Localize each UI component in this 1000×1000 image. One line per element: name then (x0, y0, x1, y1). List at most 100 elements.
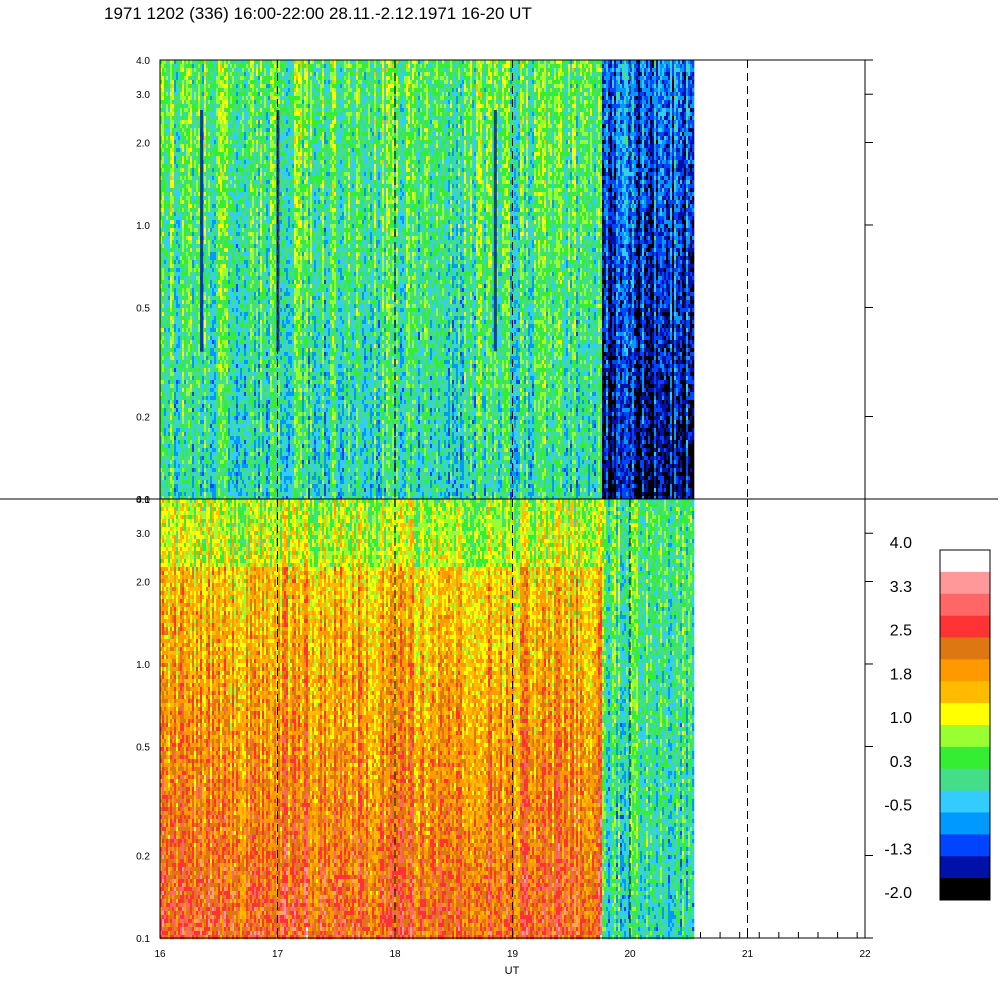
heatmap-cell (168, 316, 170, 320)
heatmap-cell (190, 468, 192, 472)
heatmap-cell (164, 244, 166, 248)
heatmap-cell (166, 176, 168, 180)
heatmap-cell (168, 72, 170, 76)
heatmap-cell (172, 300, 174, 304)
heatmap-cell (194, 428, 196, 432)
heatmap-cell (198, 196, 200, 200)
heatmap-cell (194, 444, 196, 448)
heatmap-cell (196, 300, 198, 304)
heatmap-cell (172, 260, 174, 264)
heatmap-cell (162, 68, 164, 72)
heatmap-cell (198, 444, 200, 448)
heatmap-cell (166, 400, 168, 404)
heatmap-cell (194, 276, 196, 280)
heatmap-cell (170, 232, 172, 236)
heatmap-cell (186, 256, 188, 260)
heatmap-cell (168, 216, 170, 220)
heatmap-cell (178, 336, 180, 340)
heatmap-cell (180, 60, 182, 64)
heatmap-cell (196, 216, 198, 220)
heatmap-cell (176, 332, 178, 336)
heatmap-cell (172, 76, 174, 80)
heatmap-cell (188, 96, 190, 100)
heatmap-cell (162, 72, 164, 76)
heatmap-cell (174, 452, 176, 456)
heatmap-cell (182, 292, 184, 296)
heatmap-cell (182, 308, 184, 312)
heatmap-cell (162, 196, 164, 200)
heatmap-cell (184, 320, 186, 324)
heatmap-cell (162, 364, 164, 368)
heatmap-cell (170, 268, 172, 272)
heatmap-cell (162, 220, 164, 224)
heatmap-cell (192, 368, 194, 372)
heatmap-cell (196, 368, 198, 372)
heatmap-cell (174, 360, 176, 364)
heatmap-cell (176, 380, 178, 384)
heatmap-cell (182, 436, 184, 440)
heatmap-cell (194, 212, 196, 216)
heatmap-cell (188, 272, 190, 276)
heatmap-cell (166, 360, 168, 364)
heatmap-cell (168, 164, 170, 168)
heatmap-cell (194, 104, 196, 108)
heatmap-cell (172, 476, 174, 480)
heatmap-cell (174, 92, 176, 96)
heatmap-cell (170, 368, 172, 372)
heatmap-cell (176, 120, 178, 124)
heatmap-cell (174, 456, 176, 460)
heatmap-cell (198, 156, 200, 160)
heatmap-cell (192, 300, 194, 304)
heatmap-cell (180, 416, 182, 420)
heatmap-cell (176, 232, 178, 236)
heatmap-cell (166, 164, 168, 168)
heatmap-cell (174, 140, 176, 144)
heatmap-cell (186, 236, 188, 240)
heatmap-cell (166, 456, 168, 460)
heatmap-cell (194, 436, 196, 440)
heatmap-cell (194, 464, 196, 468)
heatmap-cell (176, 268, 178, 272)
heatmap-cell (182, 368, 184, 372)
heatmap-cell (176, 420, 178, 424)
heatmap-cell (196, 152, 198, 156)
heatmap-cell (164, 256, 166, 260)
heatmap-cell (194, 168, 196, 172)
heatmap-cell (176, 196, 178, 200)
heatmap-cell (178, 484, 180, 488)
heatmap-cell (186, 348, 188, 352)
heatmap-cell (182, 464, 184, 468)
heatmap-cell (182, 276, 184, 280)
heatmap-cell (196, 484, 198, 488)
heatmap-cell (168, 84, 170, 88)
heatmap-cell (192, 440, 194, 444)
heatmap-cell (188, 340, 190, 344)
heatmap-cell (178, 472, 180, 476)
heatmap-cell (190, 292, 192, 296)
heatmap-cell (164, 152, 166, 156)
heatmap-cell (180, 240, 182, 244)
heatmap-cell (174, 260, 176, 264)
heatmap-cell (174, 404, 176, 408)
heatmap-cell (172, 448, 174, 452)
heatmap-cell (178, 136, 180, 140)
heatmap-cell (180, 88, 182, 92)
heatmap-cell (170, 276, 172, 280)
heatmap-cell (190, 100, 192, 104)
heatmap-cell (198, 332, 200, 336)
heatmap-cell (164, 96, 166, 100)
heatmap-cell (180, 448, 182, 452)
heatmap-cell (194, 400, 196, 404)
heatmap-cell (166, 132, 168, 136)
heatmap-cell (192, 476, 194, 480)
heatmap-cell (198, 468, 200, 472)
heatmap-cell (166, 336, 168, 340)
heatmap-cell (174, 216, 176, 220)
heatmap-cell (174, 344, 176, 348)
heatmap-cell (198, 180, 200, 184)
heatmap-cell (198, 84, 200, 88)
heatmap-cell (198, 148, 200, 152)
heatmap-cell (194, 420, 196, 424)
heatmap-cell (198, 308, 200, 312)
heatmap-cell (176, 248, 178, 252)
